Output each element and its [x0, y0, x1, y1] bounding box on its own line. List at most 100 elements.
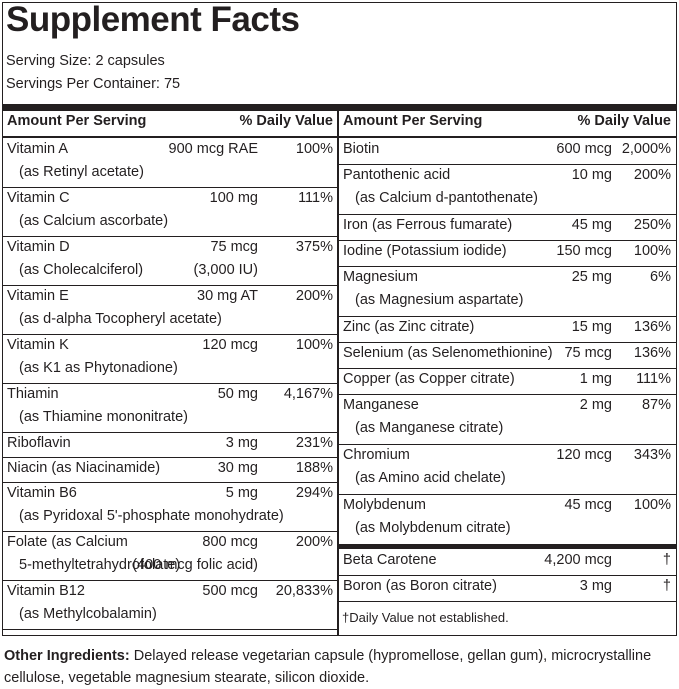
amount-detail: (3,000 IU): [193, 262, 258, 278]
row-rule: [338, 164, 677, 165]
nutrient-amount: 500 mcg: [202, 583, 258, 599]
nutrient-detail: 5-methyltetrahydrofolate): [19, 557, 181, 573]
row-rule: [338, 601, 677, 602]
nutrient-detail: (as Magnesium aspartate): [355, 292, 524, 308]
footnote: †Daily Value not established.: [342, 610, 509, 625]
other-ingredients: Other Ingredients: Delayed release veget…: [4, 645, 676, 689]
daily-value: †: [662, 578, 671, 594]
header-dv: % Daily Value: [239, 113, 334, 129]
other-ingredients-text: Delayed release vegetarian capsule (hypr…: [4, 648, 652, 686]
nutrient-detail: (as Manganese citrate): [355, 420, 504, 436]
row-rule: [2, 383, 338, 384]
nutrient-amount: 4,200 mcg: [544, 552, 612, 568]
daily-value: †: [662, 552, 671, 568]
nutrient-name: Iron (as Ferrous fumarate): [343, 217, 513, 233]
daily-value: 111%: [636, 371, 671, 387]
nutrient-name: Chromium: [343, 447, 410, 463]
daily-value: 4,167%: [283, 386, 333, 402]
daily-value: 231%: [295, 435, 333, 451]
daily-value: 100%: [633, 497, 671, 513]
nutrient-amount: 600 mcg: [556, 141, 612, 157]
nutrient-name: Vitamin B6: [7, 485, 77, 501]
row-rule: [338, 342, 677, 343]
nutrient-name: Vitamin A: [7, 141, 68, 157]
daily-value: 2,000%: [621, 141, 671, 157]
nutrient-amount: 5 mg: [225, 485, 258, 501]
header-dv: % Daily Value: [577, 113, 672, 129]
nutrient-amount: 50 mg: [217, 386, 258, 402]
daily-value: 375%: [295, 239, 333, 255]
nutrient-amount: 3 mg: [225, 435, 258, 451]
row-rule: [2, 629, 338, 630]
title: Supplement Facts: [6, 0, 300, 39]
nutrient-name: Folate (as Calcium: [7, 534, 128, 550]
row-rule: [2, 432, 338, 433]
nutrient-amount: 75 mcg: [210, 239, 258, 255]
row-rule: [338, 240, 677, 241]
nutrient-detail: (as Cholecalciferol): [19, 262, 144, 278]
nutrient-name: Manganese: [343, 397, 419, 413]
daily-value: 100%: [295, 141, 333, 157]
nutrient-name: Vitamin C: [7, 190, 70, 206]
nutrient-detail: (as Calcium d-pantothenate): [355, 190, 538, 206]
row-rule: [338, 394, 677, 395]
nutrient-name: Thiamin: [7, 386, 59, 402]
daily-value: 111%: [298, 190, 333, 206]
nutrient-amount: 30 mg AT: [197, 288, 258, 304]
nutrient-detail: (as d-alpha Tocopheryl acetate): [19, 311, 222, 327]
nutrient-detail: (as Retinyl acetate): [19, 164, 144, 180]
nutrient-amount: 800 mcg: [202, 534, 258, 550]
nutrient-amount: 2 mg: [579, 397, 612, 413]
nutrient-name: Biotin: [343, 141, 380, 157]
nutrient-name: Vitamin E: [7, 288, 69, 304]
servings-per-container: Servings Per Container: 75: [6, 76, 181, 92]
nutrient-detail: (as Amino acid chelate): [355, 470, 506, 486]
nutrient-amount: 30 mg: [217, 460, 258, 476]
nutrient-amount: 25 mg: [571, 269, 612, 285]
row-rule: [338, 368, 677, 369]
nutrient-amount: 900 mcg RAE: [168, 141, 258, 157]
nutrient-name: Niacin (as Niacinamide): [7, 460, 161, 476]
daily-value: 6%: [650, 269, 671, 285]
daily-value: 188%: [295, 460, 333, 476]
row-rule: [338, 575, 677, 576]
nutrient-name: Molybdenum: [343, 497, 427, 513]
row-rule: [2, 236, 338, 237]
nutrient-name: Iodine (Potassium iodide): [343, 243, 507, 259]
row-rule: [2, 457, 338, 458]
nutrient-name: Selenium (as Selenomethionine): [343, 345, 553, 361]
row-rule: [338, 214, 677, 215]
row-rule: [338, 444, 677, 445]
daily-value: 100%: [633, 243, 671, 259]
daily-value: 200%: [295, 288, 333, 304]
nutrient-amount: 45 mcg: [564, 497, 612, 513]
nutrient-amount: 3 mg: [579, 578, 612, 594]
header-amount: Amount Per Serving: [7, 113, 147, 129]
facts-box: [2, 2, 677, 636]
nutrient-name: Magnesium: [343, 269, 418, 285]
row-rule: [2, 285, 338, 286]
nutrient-name: Vitamin K: [7, 337, 69, 353]
nutrient-detail: (as Pyridoxal 5'-phosphate monohydrate): [19, 508, 284, 524]
row-rule: [338, 136, 677, 138]
nutrient-amount: 150 mcg: [556, 243, 612, 259]
nutrient-name: Copper (as Copper citrate): [343, 371, 515, 387]
nutrient-name: Pantothenic acid: [343, 167, 451, 183]
nutrient-detail: (as K1 as Phytonadione): [19, 360, 178, 376]
nutrient-amount: 100 mg: [209, 190, 258, 206]
nutrient-name: Vitamin D: [7, 239, 70, 255]
nutrient-amount: 120 mcg: [556, 447, 612, 463]
row-rule: [338, 494, 677, 495]
column-divider: [337, 111, 339, 636]
daily-value: 294%: [295, 485, 333, 501]
nutrient-detail: (as Methylcobalamin): [19, 606, 157, 622]
row-rule: [338, 316, 677, 317]
other-ingredients-label: Other Ingredients:: [4, 648, 130, 664]
nutrient-amount: 45 mg: [571, 217, 612, 233]
row-rule: [2, 334, 338, 335]
daily-value: 343%: [633, 447, 671, 463]
thick-bar: [2, 104, 677, 111]
nutrient-amount: 1 mg: [579, 371, 612, 387]
row-rule: [338, 544, 677, 549]
